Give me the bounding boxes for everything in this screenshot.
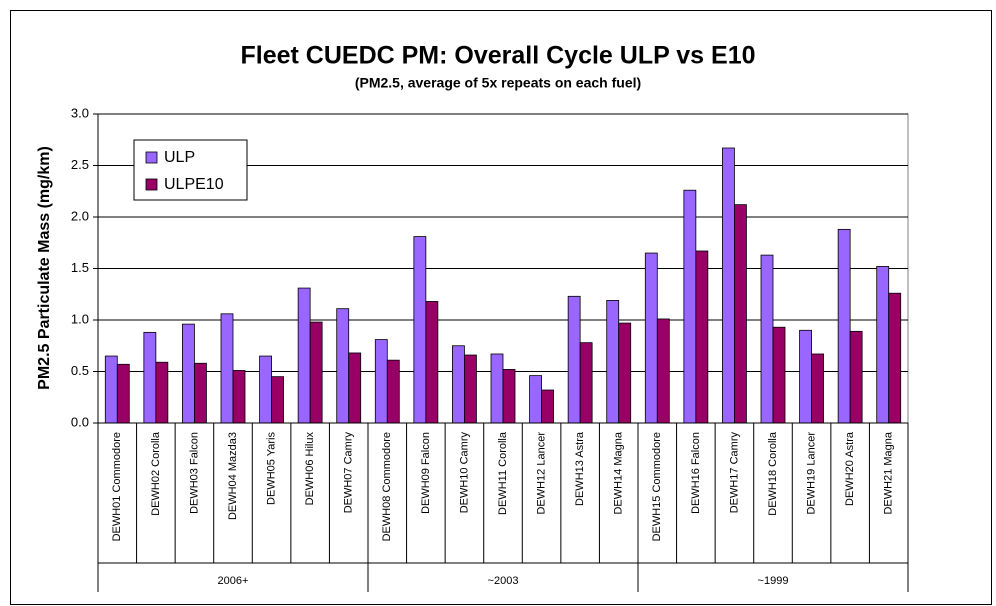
y-tick-label: 0.5 (71, 363, 89, 378)
bar (799, 329, 812, 424)
bar (567, 295, 581, 424)
chart-title: Fleet CUEDC PM: Overall Cycle ULP vs E10 (240, 42, 755, 70)
bar (259, 355, 272, 424)
y-tick-label: 0.0 (71, 414, 89, 429)
bar (772, 326, 786, 424)
legend-label: ULPE10 (164, 176, 224, 193)
bar (644, 252, 658, 424)
x-tick-label: DEWH04 Mazda3 (227, 432, 239, 520)
bar (722, 147, 735, 424)
bar (413, 236, 427, 424)
y-tick-label: 1.5 (71, 260, 89, 275)
bar (618, 322, 632, 424)
bar (374, 339, 388, 424)
bar (271, 376, 284, 424)
group-label: ~2003 (488, 575, 519, 587)
bar (541, 389, 554, 424)
y-axis-label: PM2.5 Particulate Mass (mg/km) (36, 146, 53, 390)
chart-subtitle: (PM2.5, average of 5x repeats on each fu… (355, 75, 641, 91)
x-tick-label: DEWH13 Astra (574, 431, 586, 506)
x-tick-label: DEWH12 Lancer (535, 432, 547, 515)
bar (734, 204, 747, 424)
x-tick-label: DEWH14 Magna (613, 431, 625, 514)
x-tick-label: DEWH11 Corolla (497, 431, 509, 515)
y-tick-label: 3.0 (71, 105, 89, 120)
bar (464, 354, 477, 424)
bar (811, 353, 824, 424)
bar (220, 313, 234, 424)
bar (104, 355, 118, 424)
bar (194, 362, 207, 424)
x-tick-label: DEWH16 Falcon (690, 432, 702, 514)
x-tick-label: DEWH17 Camry (728, 432, 740, 514)
legend-swatch (145, 151, 158, 164)
bar (348, 352, 362, 424)
bar (297, 287, 311, 424)
bar (232, 370, 246, 424)
x-tick-label: DEWH05 Yaris (265, 432, 277, 505)
bar (683, 189, 697, 424)
x-tick-label: DEWH01 Commodore (111, 432, 123, 541)
y-tick-label: 2.5 (71, 157, 89, 172)
x-tick-label: DEWH18 Corolla (767, 431, 779, 516)
bar (656, 318, 670, 424)
bar (336, 308, 350, 424)
x-tick-label: DEWH21 Magna (883, 431, 895, 514)
x-tick-label: DEWH08 Commodore (381, 432, 393, 541)
x-tick-label: DEWH03 Falcon (188, 432, 200, 514)
bar (386, 359, 400, 424)
bar (143, 331, 157, 424)
bar (849, 330, 863, 424)
x-tick-label: DEWH15 Commodore (651, 432, 663, 541)
legend-swatch (145, 178, 158, 191)
x-tick-label: DEWH06 Hilux (304, 432, 316, 506)
x-tick-label: DEWH10 Camry (458, 432, 470, 514)
group-label: 2006+ (218, 575, 249, 587)
x-tick-label: DEWH19 Lancer (805, 432, 817, 515)
bar (309, 321, 323, 424)
bar (529, 375, 542, 424)
legend-label: ULP (164, 149, 195, 166)
bar (182, 323, 195, 424)
x-tick-label: DEWH09 Falcon (420, 432, 432, 514)
bar (116, 363, 130, 424)
bar (888, 292, 902, 424)
bar (502, 369, 516, 424)
bar (837, 228, 851, 424)
bar (695, 250, 709, 424)
y-tick-label: 2.0 (71, 208, 89, 223)
bar (579, 342, 593, 424)
group-label: ~1999 (758, 575, 789, 587)
y-tick-label: 1.0 (71, 311, 89, 326)
bar (490, 353, 504, 424)
x-tick-label: DEWH20 Astra (844, 431, 856, 506)
x-tick-label: DEWH02 Corolla (150, 431, 162, 516)
bar (876, 266, 890, 424)
bar (425, 301, 439, 424)
bar (452, 345, 465, 424)
x-tick-label: DEWH07 Camry (343, 432, 355, 514)
bar (760, 254, 774, 424)
bar (606, 300, 620, 424)
bar (155, 361, 169, 424)
